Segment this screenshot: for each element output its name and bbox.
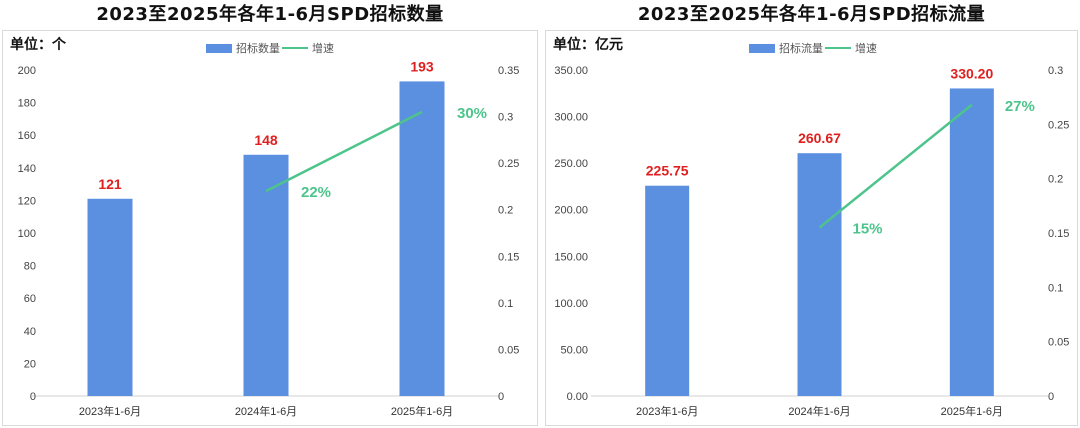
y-tick-label: 60 (24, 293, 36, 305)
legend-bar-swatch (206, 43, 232, 53)
y-tick-label: 100.00 (554, 298, 588, 310)
growth-line (818, 103, 973, 229)
y-tick-label: 140 (18, 163, 36, 175)
y2-tick-label: 0.05 (498, 344, 519, 356)
x-tick-label: 2023年1-6月 (636, 404, 698, 418)
chart-title: 2023至2025年各年1-6月SPD招标流量 (637, 4, 986, 25)
legend-item-line: 增速 (825, 40, 877, 56)
y2-tick-label: 0.2 (1048, 174, 1063, 186)
y2-tick-label: 0.05 (1048, 337, 1069, 349)
chart-plot-area: 0 20 40 60 80 100 120 140 160 180 200 0 0.05 0.1 0.15 0… (18, 58, 520, 418)
y2-tick-label: 0 (1048, 391, 1054, 403)
y2-tick-label: 0.1 (498, 298, 513, 310)
x-tick-label: 2025年1-6月 (941, 404, 1003, 418)
y-tick-label: 20 (24, 358, 36, 370)
legend-bar-label: 招标流量 (779, 42, 823, 55)
legend-line-swatch (825, 47, 851, 49)
legend-bar-label: 招标数量 (236, 42, 280, 55)
legend-line-swatch (282, 47, 308, 49)
x-tick-label: 2023年1-6月 (79, 404, 141, 418)
y2-tick-label: 0.15 (1048, 228, 1069, 240)
y-tick-label: 80 (24, 261, 36, 273)
unit-label: 单位：亿元 (553, 37, 623, 53)
bar-data-label: 148 (254, 132, 278, 148)
y-tick-label: 120 (18, 195, 36, 207)
bar (87, 198, 133, 396)
chart-title: 2023至2025年各年1-6月SPD招标数量 (96, 4, 444, 25)
growth-line (265, 110, 423, 193)
bar-data-label: 121 (98, 176, 122, 192)
bar-data-label: 225.75 (646, 163, 689, 179)
legend-line-label: 增速 (855, 42, 877, 55)
legend-bar-swatch (749, 43, 775, 53)
chart-panel-volume: 2023至2025年各年1-6月SPD招标流量 单位：亿元 招标流量 增速 0.… (543, 0, 1080, 428)
y-tick-label: 250.00 (554, 158, 588, 170)
growth-data-label: 22% (301, 184, 331, 201)
y-tick-label: 0 (30, 391, 36, 403)
bar (949, 88, 994, 396)
legend-item-bar: 招标流量 (749, 40, 823, 56)
y-tick-label: 40 (24, 326, 36, 338)
legend: 招标数量 增速 (206, 41, 336, 55)
y-tick-label: 100 (18, 228, 36, 240)
y-tick-label: 350.00 (554, 65, 588, 77)
legend-item-line: 增速 (282, 40, 334, 56)
bar (243, 154, 289, 396)
bar (645, 185, 690, 396)
legend-item-bar: 招标数量 (206, 40, 280, 56)
bar-data-label: 260.67 (798, 130, 841, 146)
growth-data-label: 30% (457, 105, 487, 122)
bar-data-label: 193 (410, 58, 434, 74)
y2-tick-label: 0.15 (498, 251, 519, 263)
bar-data-label: 330.20 (950, 65, 993, 81)
x-tick-label: 2025年1-6月 (391, 404, 453, 418)
chart-panel-count: 2023至2025年各年1-6月SPD招标数量 单位：个 招标数量 增速 0 20… (2, 4, 538, 426)
y-tick-label: 160 (18, 130, 36, 142)
bar (399, 81, 445, 396)
y2-tick-label: 0.25 (1048, 119, 1069, 131)
y-tick-label: 200.00 (554, 205, 588, 217)
bar (797, 153, 842, 396)
y2-tick-label: 0.2 (498, 205, 513, 217)
y-tick-label: 180 (18, 98, 36, 110)
legend: 招标流量 增速 (749, 41, 879, 55)
chart-plot-area: 0.00 50.00 100.00 150.00 200.00 250.00 300.00 3… (554, 65, 1069, 418)
y-tick-label: 300.00 (554, 112, 588, 124)
y-tick-label: 50.00 (560, 344, 588, 356)
growth-data-label: 15% (852, 221, 882, 238)
legend-line-label: 增速 (312, 42, 334, 55)
y2-tick-label: 0 (498, 391, 504, 403)
y-tick-label: 200 (18, 65, 36, 77)
y-tick-label: 150.00 (554, 251, 588, 263)
y2-tick-label: 0.3 (1048, 65, 1063, 77)
y2-tick-label: 0.25 (498, 158, 519, 170)
growth-data-label: 27% (1005, 98, 1035, 115)
y-tick-label: 0.00 (567, 391, 588, 403)
y2-tick-label: 0.35 (498, 65, 519, 77)
x-tick-label: 2024年1-6月 (235, 404, 297, 418)
y2-tick-label: 0.3 (498, 112, 513, 124)
x-tick-label: 2024年1-6月 (788, 404, 850, 418)
unit-label: 单位：个 (10, 37, 66, 53)
y2-tick-label: 0.1 (1048, 282, 1063, 294)
